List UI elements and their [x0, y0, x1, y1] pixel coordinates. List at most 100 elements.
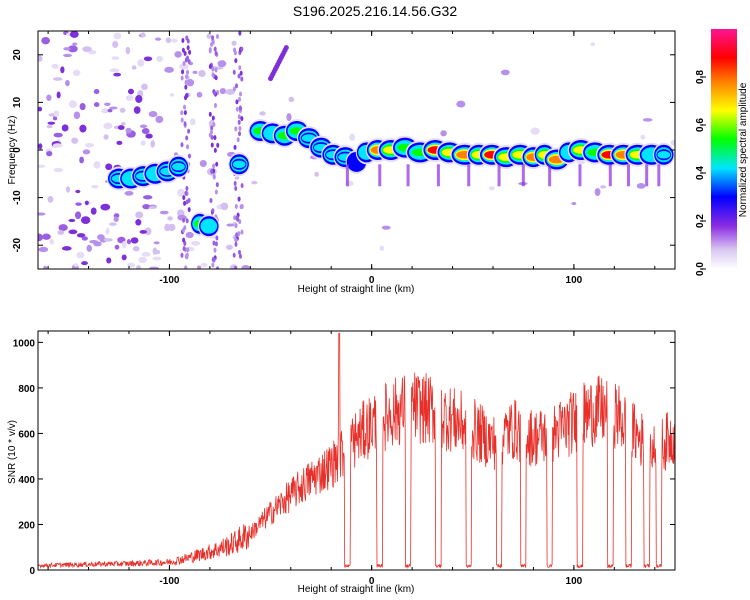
noise-blob: [590, 42, 596, 47]
noise-blob: [38, 55, 43, 62]
noise-blob: [636, 182, 646, 189]
noise-blob: [209, 198, 213, 204]
noise-blob: [215, 182, 219, 188]
noise-blob: [106, 257, 112, 264]
ridge-tail: [497, 164, 501, 187]
noise-blob: [82, 46, 92, 53]
noise-blob: [165, 37, 172, 44]
noise-blob: [143, 56, 153, 62]
noise-blob: [127, 262, 136, 268]
colorbar-label: Normalized spectral amplitude: [738, 82, 749, 217]
y-tick-label: 200: [18, 520, 35, 531]
noise-blob: [58, 224, 68, 231]
noise-blob: [314, 171, 319, 177]
noise-blob: [220, 202, 229, 211]
noise-blob: [440, 130, 447, 137]
noise-blob: [75, 202, 82, 206]
noise-blob: [141, 127, 150, 135]
noise-blob: [571, 202, 577, 206]
noise-blob: [640, 134, 646, 140]
noise-blob: [135, 218, 142, 226]
noise-blob: [144, 227, 152, 236]
noise-blob: [237, 231, 241, 237]
noise-blob: [213, 46, 217, 52]
colorbar-tick-label: 0.4: [695, 166, 706, 180]
noise-blob: [234, 176, 240, 180]
noise-blob: [182, 246, 186, 252]
noise-blob: [52, 116, 58, 121]
noise-blob: [81, 261, 88, 266]
noise-blob: [179, 63, 189, 70]
noise-blob: [148, 111, 158, 118]
figure-title: S196.2025.216.14.56.G32: [293, 3, 457, 19]
noise-blob: [240, 116, 244, 122]
noise-blob: [46, 124, 53, 129]
noise-blob: [38, 143, 43, 150]
noise-blob: [145, 133, 153, 139]
snr-y-label: SNR (10 * v/v): [7, 420, 18, 484]
noise-blob: [114, 244, 120, 250]
spectrogram-ridge: [106, 118, 675, 239]
noise-blob: [125, 127, 132, 134]
noise-blob: [73, 111, 81, 120]
noise-blob: [139, 124, 148, 128]
y-tick-label: 800: [18, 384, 35, 395]
noise-blob: [109, 222, 117, 226]
noise-blob: [43, 265, 48, 269]
noise-blob: [105, 227, 110, 235]
noise-blob: [132, 246, 140, 252]
noise-blob: [217, 60, 227, 68]
noise-blob: [174, 51, 182, 58]
noise-blob: [149, 266, 159, 269]
noise-blob: [69, 31, 79, 38]
noise-blob: [184, 57, 188, 63]
noise-blob: [185, 74, 189, 80]
colorbar-tick-label: 0.0: [695, 262, 706, 276]
noise-blob: [213, 102, 217, 108]
noise-blob: [86, 244, 92, 252]
colorbar-gradient: [711, 29, 737, 269]
ridge-tail: [406, 164, 410, 187]
noise-blob: [211, 66, 215, 72]
noise-blob: [135, 94, 143, 103]
colorbar-tick-label: 0.2: [695, 214, 706, 228]
noise-blob: [670, 139, 675, 146]
noise-blob: [105, 163, 113, 171]
noise-blob: [153, 249, 161, 255]
y-tick-label: 10: [12, 96, 23, 108]
noise-blob: [215, 235, 219, 241]
noise-blob: [121, 241, 127, 249]
noise-blob: [124, 190, 134, 196]
noise-blob: [186, 45, 190, 51]
noise-blob: [103, 122, 113, 130]
noise-blob: [116, 140, 123, 145]
noise-blob: [226, 223, 234, 227]
noise-blob: [56, 91, 61, 99]
noise-blob: [288, 96, 295, 103]
noise-blob: [231, 40, 237, 46]
y-tick-label: 0: [29, 566, 35, 577]
spectrogram-y-ticks: -20 -10 0 10 20: [12, 49, 675, 252]
snr-panel: -100 0 100 0 200 400 600 800 1000 Height of str…: [7, 330, 676, 595]
snr-x-label: Height of straight line (km): [298, 584, 415, 595]
noise-blob: [198, 70, 206, 78]
ridge-tail: [436, 164, 440, 187]
noise-blob: [76, 233, 86, 238]
noise-blob: [187, 153, 191, 159]
noise-blob: [283, 45, 289, 51]
noise-blob: [113, 72, 121, 77]
noise-blob: [113, 213, 120, 218]
noise-blob: [236, 137, 240, 143]
ridge-tail: [521, 164, 525, 187]
noise-blob: [237, 114, 241, 120]
noise-blob: [211, 115, 215, 121]
noise-blob: [233, 144, 237, 150]
noise-blob: [208, 47, 212, 53]
noise-blob: [68, 100, 77, 108]
noise-blob: [234, 237, 238, 243]
noise-blob: [148, 205, 157, 209]
noise-blob: [103, 238, 113, 242]
noise-blob: [200, 262, 208, 268]
snr-series-line: [38, 332, 675, 569]
